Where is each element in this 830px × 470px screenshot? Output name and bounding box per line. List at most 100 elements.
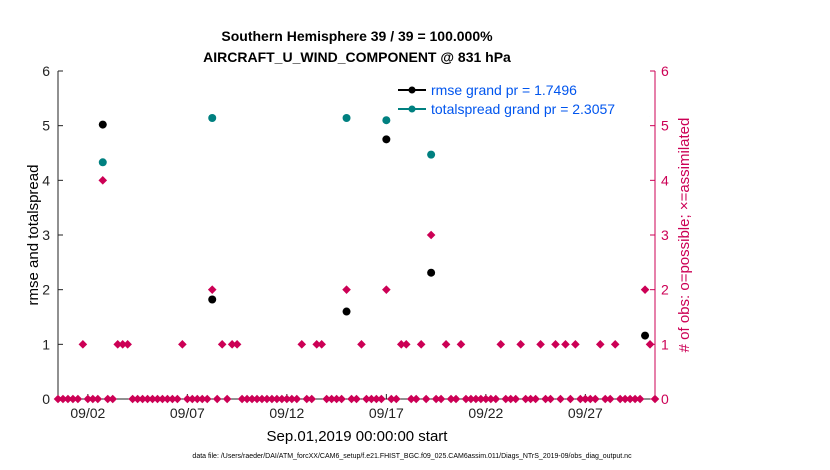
y-axis-label-right: # of obs: o=possible; ×=assimilated [676,118,693,353]
obs-count-point [332,394,341,404]
obs-count-point [143,394,152,404]
obs-count-point [471,394,481,404]
obs-count-point [571,340,580,349]
obs-count-point [476,394,486,404]
plot-area: 0 0 1 1 2 2 3 3 4 4 5 5 6 6 09/02 09/07 09/12 09/17 09/22 0… [42,63,669,421]
obs-count-point [645,340,655,349]
obs-count-point [615,394,625,404]
obs-count-point [58,394,68,404]
obs-count-point [586,394,595,404]
obs-count-point [113,340,122,349]
legend-background [391,81,649,127]
obs-count-point [396,340,406,349]
obs-count-point [178,340,187,349]
y-tick-label-left: 0 [42,391,50,407]
obs-count-point [372,394,381,404]
obs-count-point [461,394,471,404]
obs-count-point [262,394,272,404]
obs-count-point [416,340,426,349]
obs-count-point [68,394,78,404]
x-tick-label: 09/17 [369,405,404,421]
obs-count-point [158,394,167,404]
legend-marker-rmse [408,86,416,94]
obs-count-point [401,340,411,349]
totalspread-point [382,116,391,125]
obs-count-point [227,340,237,349]
obs-count-point [426,230,436,240]
obs-count-point [481,394,491,404]
legend: rmse grand pr = 1.7496 totalspread grand… [391,81,649,127]
obs-count-point [188,394,197,404]
obs-count-point [168,394,177,404]
obs-count-point [197,394,207,404]
obs-count-point [441,340,451,349]
obs-count-point [491,394,501,404]
obs-count-point [501,394,511,404]
rmse-point [98,120,107,129]
obs-count-point [511,394,520,404]
obs-count-point [148,394,157,404]
chart-title-line1: Southern Hemisphere 39 / 39 = 100.000% [221,28,493,44]
obs-count-point [118,340,127,349]
obs-count-point [327,394,336,404]
obs-count-point [312,340,321,349]
obs-count-point [138,394,147,404]
obs-count-point [252,394,262,404]
obs-count-point [163,394,172,404]
obs-count-point [431,394,441,404]
obs-count-point [98,176,108,185]
obs-count-point [93,394,103,404]
obs-count-point [123,340,132,349]
y-tick-label-right: 1 [661,336,669,352]
legend-label-rmse: rmse grand pr = 1.7496 [431,82,577,98]
obs-count-point [212,394,222,404]
obs-count-point [347,394,356,404]
y-tick-label-right: 2 [661,282,669,298]
obs-count-point [521,394,530,404]
obs-count-point [103,394,113,404]
x-tick-label: 09/12 [269,405,304,421]
obs-count-point [486,394,496,404]
obs-count-point [53,394,63,404]
obs-count-point [506,394,516,404]
obs-count-point [173,394,182,404]
obs-count-point [232,340,242,349]
obs-count-point [302,394,312,404]
y-tick-label-left: 1 [42,336,50,352]
rmse-point [427,268,436,277]
obs-count-point [600,394,610,404]
x-axis-label: Sep.01,2019 00:00:00 start [267,428,449,445]
totalspread-point [208,114,217,123]
obs-count-point [247,394,257,404]
obs-count-point [193,394,202,404]
obs-count-point [277,394,287,404]
y-axis-label-left: rmse and totalspread [25,165,42,306]
y-tick-label-left: 3 [42,227,50,243]
obs-count-point [581,394,590,404]
obs-count-point [392,394,401,404]
obs-count-point [352,394,361,404]
obs-count-point [591,394,600,404]
y-tick-label-right: 6 [661,63,669,79]
chart-title-line2: AIRCRAFT_U_WIND_COMPONENT @ 831 hPa [203,49,511,65]
obs-count-point [531,394,540,404]
obs-count-point [605,394,615,404]
obs-count-point [576,394,585,404]
obs-count-point [128,394,137,404]
obs-count-point [446,394,456,404]
obs-count-point [272,394,282,404]
legend-marker-totalspread [408,105,416,113]
obs-count-point [207,285,217,294]
obs-count-point [466,394,476,404]
obs-count-point [183,394,192,404]
y-tick-label-right: 0 [661,391,669,407]
x-tick-label: 09/22 [468,405,503,421]
obs-count-point [257,394,267,404]
obs-count-point [421,394,431,404]
obs-count-point [561,340,570,349]
obs-count-point [496,340,506,349]
obs-count-point [267,394,277,404]
obs-count-point [377,394,386,404]
obs-count-point [516,340,525,349]
obs-count-point [625,394,635,404]
